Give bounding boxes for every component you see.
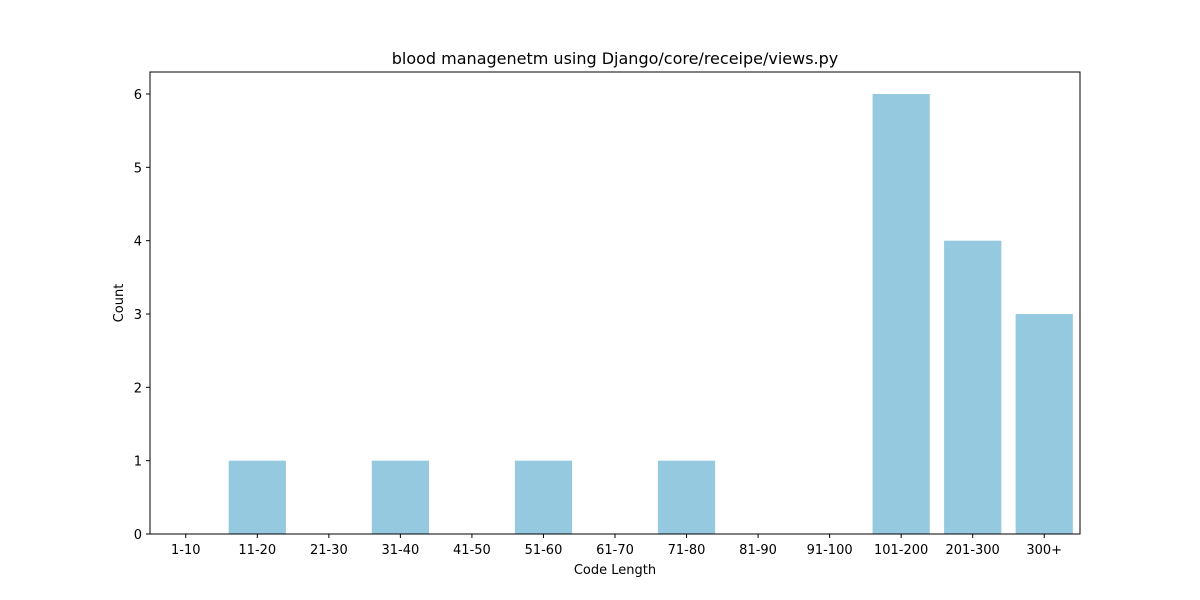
x-tick-label: 91-100 (807, 543, 853, 558)
y-tick-label: 2 (134, 381, 142, 396)
x-axis-ticks: 1-10 11-20 21-30 31-40 41-50 51-60 61-70 71-80 8… (171, 534, 1062, 558)
y-tick-label: 3 (134, 308, 142, 323)
y-tick-label: 0 (134, 528, 142, 543)
x-tick-label: 31-40 (381, 543, 419, 558)
x-tick-label: 81-90 (739, 543, 777, 558)
x-tick-label: 11-20 (238, 543, 276, 558)
chart-title: blood managenetm using Django/core/recei… (392, 49, 839, 68)
x-tick-label: 61-70 (596, 543, 634, 558)
y-tick-label: 1 (134, 455, 142, 470)
bar-11-20 (228, 460, 286, 534)
x-tick-label: 1-10 (171, 543, 201, 558)
bar-201-300 (944, 240, 1002, 535)
x-tick-label: 41-50 (453, 543, 491, 558)
x-tick-label: 300+ (1026, 543, 1062, 558)
bar-71-80 (657, 460, 716, 534)
plot-area-frame (149, 71, 1081, 535)
y-tick-label: 4 (134, 235, 142, 250)
bar-31-40 (371, 460, 429, 534)
x-tick-label: 201-300 (946, 543, 1000, 558)
bar-51-60 (514, 460, 573, 534)
bar-300+ (1015, 314, 1073, 534)
x-tick-label: 101-200 (874, 543, 928, 558)
y-tick-label: 5 (134, 161, 142, 176)
y-axis-ticks: 0 1 2 3 4 5 6 (134, 88, 150, 543)
x-tick-label: 71-80 (668, 543, 706, 558)
y-axis-label: Count (112, 284, 127, 323)
x-tick-label: 51-60 (525, 543, 563, 558)
bars-layer (228, 94, 1073, 535)
bar-101-200 (872, 94, 930, 534)
x-axis-label: Code Length (574, 563, 656, 578)
y-tick-label: 6 (134, 88, 142, 103)
x-tick-label: 21-30 (310, 543, 348, 558)
